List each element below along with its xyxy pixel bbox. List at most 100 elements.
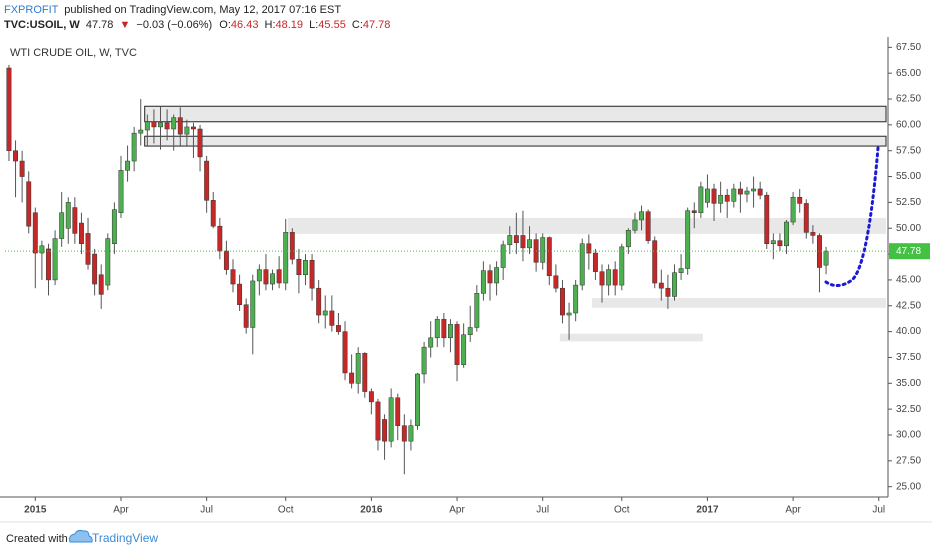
candle-body xyxy=(454,324,460,365)
candle-body xyxy=(566,312,572,316)
y-tick-label: 60.00 xyxy=(896,120,921,131)
candle-body xyxy=(546,237,552,277)
published: published on TradingView.com, May 12, 20… xyxy=(64,4,341,16)
candle-body xyxy=(349,372,355,384)
candle-body xyxy=(230,269,236,285)
ohlc-value: 45.55 xyxy=(318,19,346,31)
candle-body xyxy=(26,181,32,227)
candle-body xyxy=(250,280,256,328)
candle-body xyxy=(527,239,532,249)
candle-body xyxy=(704,188,710,203)
candle-body xyxy=(13,150,18,162)
candle-body xyxy=(737,188,743,195)
candle-body xyxy=(184,126,190,135)
footer-created: Created with xyxy=(6,533,68,545)
candle-body xyxy=(382,419,388,442)
candle-body xyxy=(448,324,453,339)
y-tick-label: 67.50 xyxy=(896,42,921,53)
candle-body xyxy=(98,274,104,295)
candle-body xyxy=(52,238,58,281)
arrow: ▼ xyxy=(119,19,130,31)
candle-body xyxy=(672,272,677,297)
candle-body xyxy=(803,203,809,233)
candle-body xyxy=(625,230,631,248)
author[interactable]: FXPROFIT xyxy=(4,4,59,16)
zone xyxy=(144,135,887,147)
x-tick-label: Oct xyxy=(278,505,294,516)
candle-body xyxy=(375,401,381,441)
chart-title: WTI CRUDE OIL, W, TVC xyxy=(10,47,137,59)
candle-body xyxy=(270,273,275,285)
last-price-label: 47.78 xyxy=(896,246,921,257)
candle-body xyxy=(520,235,526,249)
ohlc-key: H: xyxy=(265,19,276,31)
y-tick-label: 25.00 xyxy=(896,481,921,492)
candle-body xyxy=(237,283,243,305)
candle-body xyxy=(131,132,137,162)
candle-body xyxy=(764,194,770,244)
ohlc-key: C: xyxy=(352,19,363,31)
zone xyxy=(144,105,887,123)
y-tick-label: 52.50 xyxy=(896,197,921,208)
candle-body xyxy=(592,252,598,272)
candle-body xyxy=(368,391,374,403)
candle-body xyxy=(678,268,684,273)
candle-body xyxy=(263,269,269,285)
candle-body xyxy=(586,243,592,254)
candle-body xyxy=(59,212,65,239)
ohlc-value: 46.43 xyxy=(231,19,259,31)
candle-body xyxy=(158,122,163,128)
x-tick-label: Apr xyxy=(449,505,465,516)
candle-body xyxy=(632,219,638,231)
y-tick-label: 45.00 xyxy=(896,275,921,286)
candle-body xyxy=(19,160,25,177)
candle-body xyxy=(296,258,302,276)
footer-brand[interactable]: TradingView xyxy=(92,531,158,545)
ohlc-value: 48.19 xyxy=(276,19,304,31)
zone xyxy=(559,333,703,342)
candle-body xyxy=(500,244,506,268)
y-tick-label: 57.50 xyxy=(896,145,921,156)
candle-body xyxy=(39,245,45,254)
x-tick-label: Jul xyxy=(872,505,885,516)
ohlc-key: O: xyxy=(219,19,231,31)
zones xyxy=(144,105,887,342)
y-tick-label: 65.00 xyxy=(896,68,921,79)
candle-body xyxy=(467,327,473,335)
candle-body xyxy=(652,240,658,284)
candle-body xyxy=(434,318,440,339)
candle-body xyxy=(619,246,625,286)
candle-body xyxy=(665,287,671,297)
candle-body xyxy=(408,425,414,442)
candle-body xyxy=(579,243,585,286)
candle-body xyxy=(164,122,170,130)
candle-body xyxy=(204,160,210,201)
candle-body xyxy=(718,194,724,204)
candle-body xyxy=(658,282,664,289)
candle-body xyxy=(573,284,579,314)
zone xyxy=(592,298,887,308)
candle-body xyxy=(507,235,513,246)
candle-body xyxy=(316,287,322,316)
y-tick-label: 27.50 xyxy=(896,455,921,466)
candle-body xyxy=(461,334,467,365)
y-tick-label: 55.00 xyxy=(896,171,921,182)
y-tick-label: 32.50 xyxy=(896,404,921,415)
candle-body xyxy=(362,353,368,392)
candle-body xyxy=(645,211,651,241)
x-tick-label: Oct xyxy=(614,505,630,516)
candle-body xyxy=(415,373,420,426)
candle-body xyxy=(342,331,348,374)
candle-body xyxy=(540,237,546,263)
candle-body xyxy=(303,260,308,276)
candle-body xyxy=(823,250,829,266)
candle-body xyxy=(401,425,407,442)
x-tick-label: Jul xyxy=(200,505,213,516)
candle-body xyxy=(177,117,183,135)
y-tick-label: 30.00 xyxy=(896,430,921,441)
ohlc-value: 47.78 xyxy=(363,19,391,31)
candle-body xyxy=(757,188,763,196)
candle-body xyxy=(494,267,500,284)
y-tick-label: 40.00 xyxy=(896,326,921,337)
